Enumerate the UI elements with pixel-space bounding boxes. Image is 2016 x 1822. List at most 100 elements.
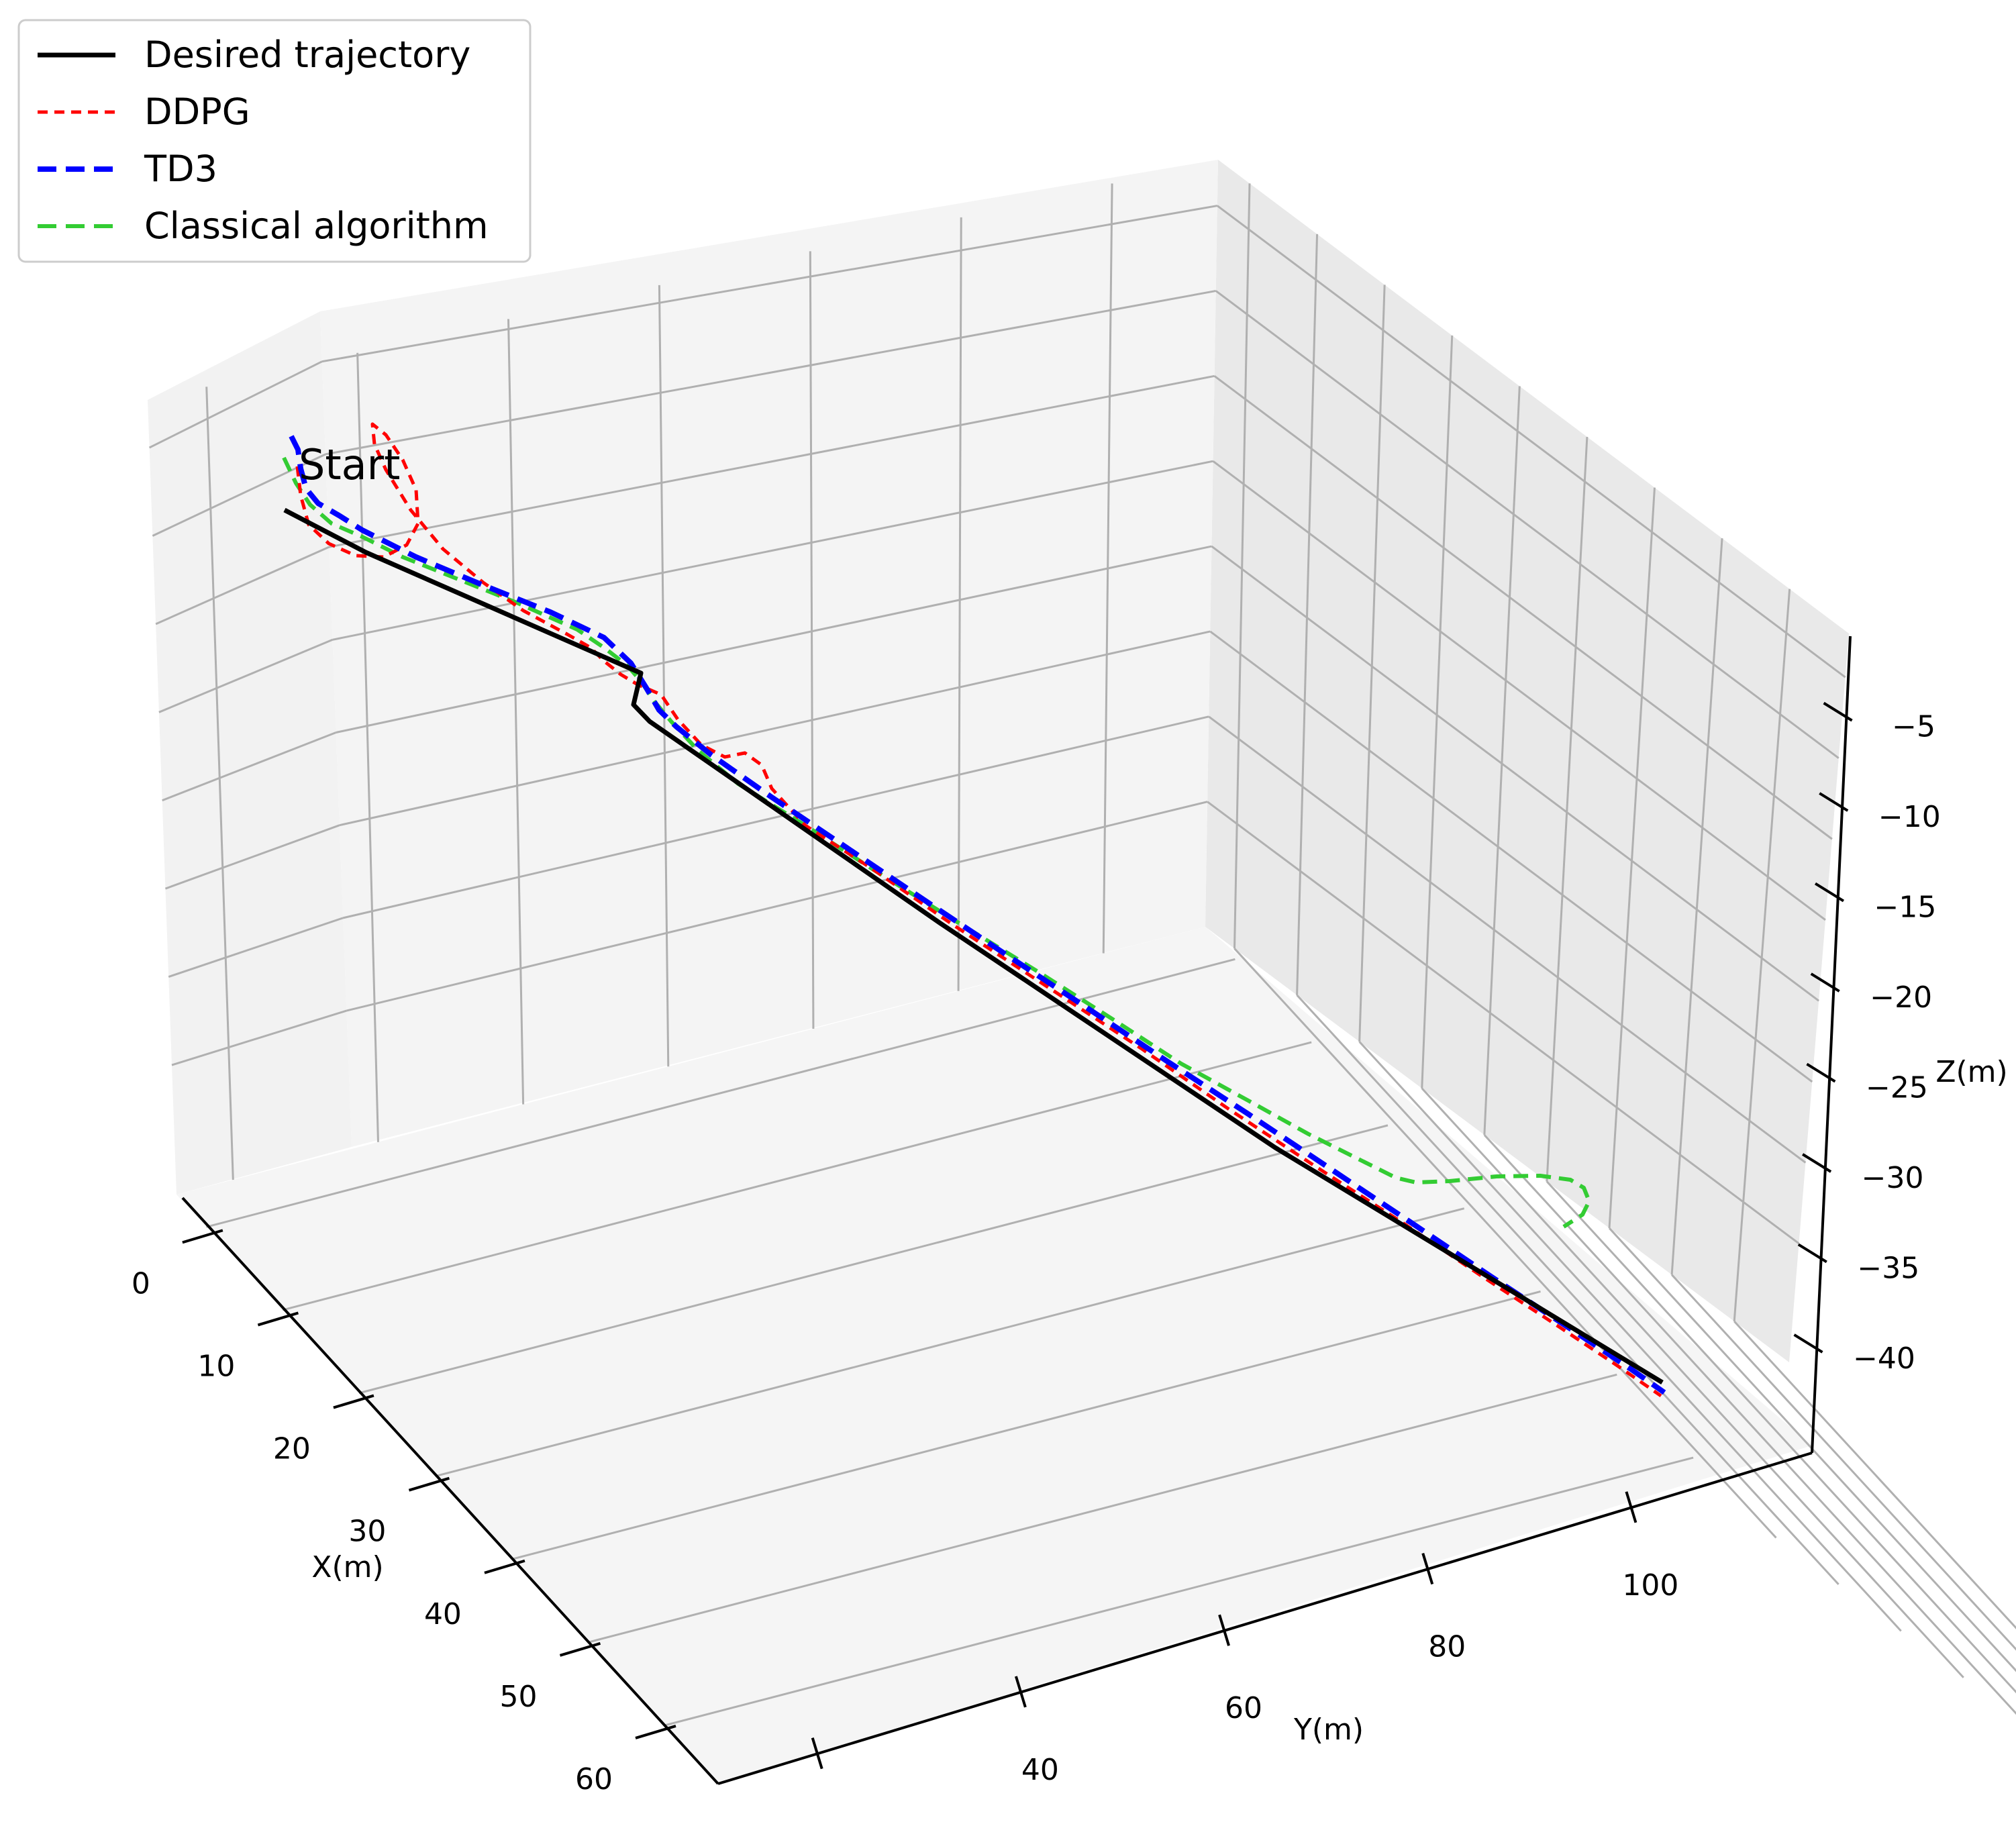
grid-line-52 (1670, 538, 1723, 1275)
z-tick-label-0: −5 (1892, 710, 1935, 744)
legend: Desired trajectory DDPG TD3 Classical algor… (17, 19, 532, 263)
grid-line-4 (325, 289, 1217, 456)
z-axis-line (1811, 636, 1852, 1454)
y-ticks: 20 40 60 80 100 (811, 1491, 1678, 1822)
left-pane (148, 311, 352, 1195)
grid-line-18 (168, 917, 344, 978)
gridlines (148, 183, 2016, 1727)
grid-line-39 (1233, 948, 1777, 1539)
x-tick-4 (484, 1559, 525, 1574)
y-tick-3 (1421, 1552, 1434, 1585)
floor-pane (177, 927, 1812, 1784)
series-classical-algorithm (282, 456, 1591, 1229)
grid-line-20 (1208, 715, 1807, 1164)
x-tick-label-4: 40 (424, 1597, 462, 1631)
legend-label-2: TD3 (144, 148, 217, 190)
grid-line-43 (1358, 1041, 1902, 1632)
y-tick-label-4: 100 (1622, 1568, 1678, 1603)
z-tick-6 (1797, 1243, 1827, 1264)
grid-line-14 (1211, 545, 1820, 1002)
grid-line-17 (1209, 630, 1813, 1083)
grid-line-47 (1483, 1134, 2016, 1715)
grid-line-12 (162, 731, 337, 802)
grid-line-19 (342, 715, 1209, 919)
series-desired-trajectory (283, 507, 1664, 1384)
y-tick-2 (1218, 1614, 1230, 1646)
x-tick-label-1: 10 (197, 1349, 235, 1383)
grid-line-21 (171, 1009, 347, 1066)
grid-line-5 (1215, 290, 1839, 759)
grid-line-50 (1608, 487, 1656, 1229)
x-tick-label-3: 30 (348, 1515, 386, 1549)
y-tick-1 (1014, 1676, 1027, 1708)
x-axis-label: X(m) (311, 1550, 383, 1584)
y-tick-4 (1625, 1491, 1637, 1523)
x-tick-2 (333, 1394, 374, 1409)
series-td3 (289, 435, 1666, 1395)
grid-line-8 (1213, 375, 1833, 840)
grid-line-1 (321, 205, 1218, 363)
grid-line-27 (282, 1041, 1312, 1311)
x-axis-line (181, 1197, 719, 1785)
grid-line-13 (336, 545, 1212, 733)
back-pane (320, 160, 1218, 1147)
grid-line-11 (1212, 460, 1826, 921)
grid-line-53 (1671, 1274, 2016, 1651)
z-tick-label-1: −10 (1878, 800, 1941, 834)
grid-line-32 (809, 251, 815, 1029)
grid-line-10 (332, 460, 1213, 641)
grid-line-29 (358, 1124, 1389, 1395)
grid-line-2 (1216, 205, 1846, 678)
grid-line-42 (1358, 285, 1386, 1042)
x-ticks: 0 10 20 30 40 50 60 (132, 1229, 676, 1796)
grid-line-45 (1421, 1087, 1964, 1678)
z-axis-label: Z(m) (1935, 1055, 2007, 1089)
y-tick-label-2: 60 (1225, 1691, 1262, 1725)
x-tick-1 (257, 1311, 299, 1327)
grid-line-24 (205, 387, 234, 1180)
x-tick-label-5: 50 (499, 1680, 537, 1714)
y-tick-label-3: 80 (1428, 1630, 1466, 1664)
z-tick-label-6: −35 (1857, 1251, 1919, 1285)
z-tick-label-3: −20 (1870, 980, 1932, 1015)
legend-box (17, 19, 532, 263)
z-tick-1 (1819, 792, 1849, 812)
axis-lines (181, 636, 1852, 1785)
series-ddpg (295, 422, 1662, 1398)
x-tick-0 (182, 1229, 223, 1244)
grid-line-48 (1546, 436, 1589, 1182)
grid-line-46 (1483, 386, 1521, 1135)
grid-line-54 (1733, 589, 1791, 1322)
grid-line-35 (587, 1373, 1617, 1643)
grid-line-34 (957, 217, 962, 991)
z-tick-4 (1806, 1062, 1836, 1083)
grid-line-55 (1733, 1320, 2016, 1629)
grid-line-30 (658, 285, 670, 1067)
grid-line-33 (511, 1290, 1541, 1560)
y-axis-label: Y(m) (1293, 1713, 1364, 1747)
grid-line-41 (1296, 994, 1839, 1585)
x-tick-label-6: 60 (575, 1762, 613, 1796)
grid-line-15 (164, 824, 340, 890)
z-tick-label-5: −30 (1862, 1161, 1924, 1195)
grid-line-7 (328, 374, 1215, 548)
axes-panes (148, 160, 1849, 1784)
z-tick-label-2: −15 (1874, 891, 1937, 925)
x-tick-5 (559, 1641, 601, 1657)
grid-line-9 (158, 638, 334, 713)
y-tick-label-1: 40 (1021, 1753, 1059, 1787)
legend-label-0: Desired trajectory (144, 34, 470, 76)
grid-line-44 (1421, 335, 1454, 1089)
trajectories (282, 422, 1666, 1398)
z-tick-2 (1814, 882, 1845, 903)
grid-line-40 (1296, 234, 1319, 995)
x-tick-3 (408, 1476, 450, 1492)
y-axis-line (717, 1452, 1813, 1785)
start-annotation: Start (299, 440, 400, 489)
grid-line-31 (435, 1207, 1465, 1478)
grid-line-37 (664, 1456, 1694, 1727)
grid-line-23 (1207, 801, 1800, 1245)
grid-line-6 (155, 546, 330, 625)
grid-line-28 (507, 319, 525, 1105)
